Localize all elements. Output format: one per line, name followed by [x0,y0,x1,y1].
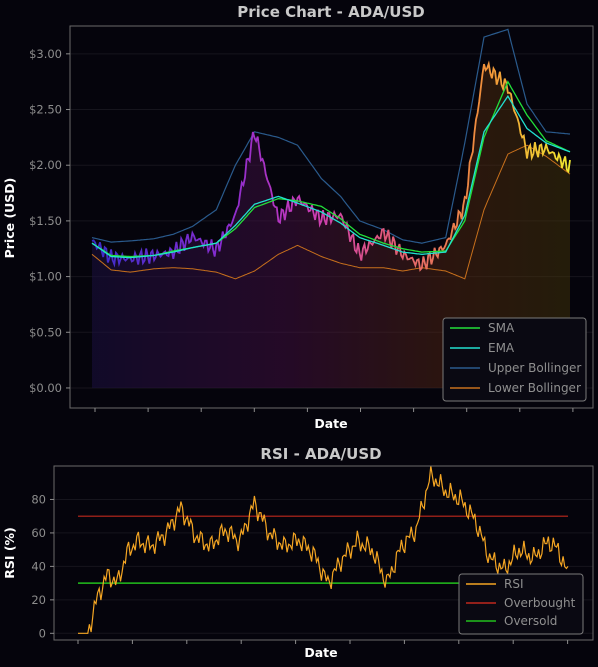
lower-bollinger-line [91,144,571,280]
rsi-y-tick-label: 0 [39,626,46,640]
legend-overbought-label: Overbought [504,596,576,610]
price-y-tick-label: $0.50 [29,325,62,339]
price-plot-frame [69,25,594,409]
price-y-tick-label: $1.50 [29,214,62,228]
rsi-x-axis-label: Date [304,645,337,660]
rsi-y-axis-label: RSI (%) [2,527,17,579]
price-y-tick-label: $2.00 [29,158,62,172]
price-y-tick-label: $2.50 [29,103,62,117]
price-x-axis-label: Date [314,416,347,431]
rsi-y-tick-label: 20 [31,593,46,607]
rsi-panel: RSI - ADA/USD 0 20 40 60 80 RSI (%) Date RSI… [2,445,594,660]
price-y-tick-label: $1.00 [29,270,62,284]
price-line [91,60,571,272]
price-x-ticks [94,408,574,412]
rsi-legend: RSI Overbought Oversold [458,573,584,635]
price-y-axis-label: Price (USD) [2,178,17,259]
rsi-plot-frame [53,465,594,641]
price-chart-title: Price Chart - ADA/USD [237,3,424,21]
legend-upper-bollinger-label: Upper Bollinger [488,361,581,375]
price-y-ticks: $0.00 $0.50 $1.00 $1.50 $2.00 $2.50 $3.00 [29,47,70,395]
price-y-tick-label: $0.00 [29,381,62,395]
ema-line [91,94,571,259]
legend-sma-label: SMA [488,321,515,335]
legend-rsi-label: RSI [504,577,524,591]
legend-lower-bollinger-label: Lower Bollinger [488,381,581,395]
price-legend: SMA EMA Upper Bollinger Lower Bollinger [442,317,587,402]
price-y-tick-label: $3.00 [29,47,62,61]
legend-ema-label: EMA [488,341,515,355]
rsi-chart-title: RSI - ADA/USD [260,445,381,463]
rsi-line [78,465,569,634]
legend-oversold-label: Oversold [504,614,557,628]
rsi-y-tick-label: 80 [31,492,46,506]
rsi-x-ticks [77,640,569,644]
upper-bollinger-line [91,28,571,244]
rsi-y-tick-label: 40 [31,559,46,573]
rsi-y-tick-label: 60 [31,526,46,540]
price-area-fill [92,63,570,388]
rsi-y-ticks: 0 20 40 60 80 [31,492,54,640]
price-panel: Price Chart - ADA/USD $0.00 $0.50 $1.00 $1.… [2,3,594,431]
